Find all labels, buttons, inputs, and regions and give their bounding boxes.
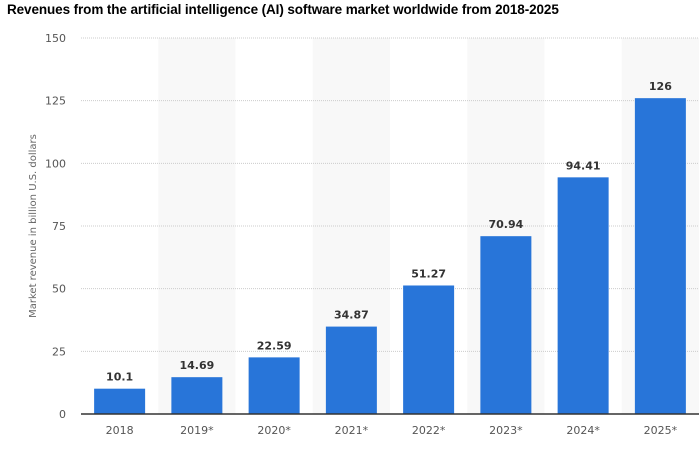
x-tick-label: 2020*	[257, 424, 291, 437]
bar	[94, 388, 146, 414]
y-tick-label: 0	[59, 408, 66, 421]
bar	[248, 357, 300, 414]
y-tick-label: 25	[52, 345, 66, 358]
data-label: 70.94	[488, 218, 523, 231]
data-label: 94.41	[566, 159, 601, 172]
data-label: 10.1	[106, 371, 133, 384]
x-tick-label: 2025*	[644, 424, 678, 437]
x-tick-label: 2023*	[489, 424, 523, 437]
bar	[634, 98, 686, 414]
y-tick-label: 75	[52, 220, 66, 233]
chart-title: Revenues from the artificial intelligenc…	[7, 2, 559, 17]
y-tick-label: 125	[45, 95, 66, 108]
y-axis-label: Market revenue in billion U.S. dollars	[28, 134, 39, 318]
x-tick-label: 2021*	[335, 424, 369, 437]
x-tick-label: 2019*	[180, 424, 214, 437]
x-tick-label: 2018	[106, 424, 134, 437]
y-tick-label: 150	[45, 32, 66, 45]
bar	[171, 377, 223, 414]
data-label: 34.87	[334, 309, 369, 322]
y-tick-label: 50	[52, 283, 66, 296]
y-tick-label: 100	[45, 157, 66, 170]
data-label: 126	[649, 80, 672, 93]
data-label: 14.69	[179, 359, 214, 372]
data-label: 22.59	[257, 339, 292, 352]
x-tick-label: 2024*	[566, 424, 600, 437]
x-tick-label: 2022*	[412, 424, 446, 437]
bar	[403, 285, 455, 414]
bar	[325, 326, 377, 414]
bar	[557, 177, 609, 414]
bar	[480, 236, 532, 414]
data-label: 51.27	[411, 267, 446, 280]
